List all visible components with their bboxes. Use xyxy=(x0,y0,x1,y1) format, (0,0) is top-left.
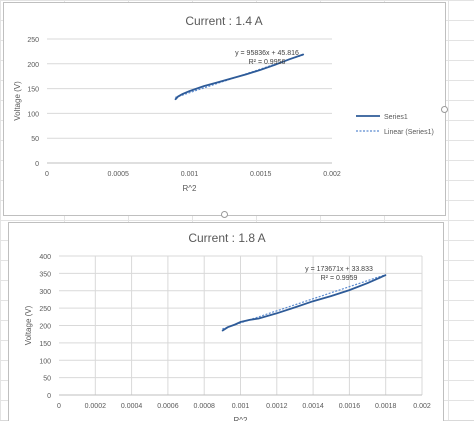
data-point xyxy=(288,58,290,60)
chart-title: Current : 1.4 A xyxy=(185,14,262,28)
resize-handle-right[interactable] xyxy=(441,106,448,113)
chart-current-1-8a[interactable]: Current : 1.8 A 0 50 100 150 200 250 300 350 400 0… xyxy=(8,222,444,421)
y-tick-label: 300 xyxy=(39,289,51,296)
y-tick-label: 150 xyxy=(27,87,39,94)
x-axis-label: R^2 xyxy=(234,416,249,421)
data-point xyxy=(248,319,251,321)
y-tick-label: 250 xyxy=(39,306,51,313)
chart-title: Current : 1.8 A xyxy=(188,231,265,245)
data-point xyxy=(203,85,205,87)
x-tick-label: 0.0005 xyxy=(108,171,130,178)
data-point xyxy=(348,289,350,291)
data-point xyxy=(188,90,191,92)
y-tick-label: 0 xyxy=(35,161,39,168)
x-tick-label: 0.0016 xyxy=(339,403,361,410)
trendline-r-squared: R² = 0.9956 xyxy=(249,59,286,66)
data-point xyxy=(302,53,305,55)
trendline-equation: y = 173671x + 33.833 xyxy=(305,266,373,273)
data-point xyxy=(330,295,332,297)
x-tick-label: 0.0006 xyxy=(157,403,179,410)
data-point xyxy=(239,321,242,323)
data-point xyxy=(258,317,260,320)
chart-current-1-4a[interactable]: Current : 1.4 A 0 50 100 150 200 250 0 0.0005 0.0… xyxy=(3,2,446,216)
chart-1-plot: Current : 1.4 A 0 50 100 150 200 250 0 0.0005 0.0… xyxy=(13,14,434,193)
trendline-equation: y = 95836x + 45.816 xyxy=(235,50,299,57)
data-point xyxy=(221,330,223,332)
chart-2-plot: Current : 1.8 A 0 50 100 150 200 250 300 350 400 0… xyxy=(24,231,431,421)
data-point xyxy=(227,326,229,328)
x-tick-label: 0 xyxy=(57,403,61,410)
legend-label-linear: Linear (Series1) xyxy=(384,129,434,136)
y-tick-label: 250 xyxy=(27,37,39,44)
data-point xyxy=(231,77,233,79)
x-tick-label: 0.0002 xyxy=(85,403,107,410)
y-tick-label: 50 xyxy=(43,376,51,383)
x-tick-label: 0.0014 xyxy=(302,403,324,410)
data-point xyxy=(234,323,236,326)
data-point xyxy=(217,81,219,83)
data-point xyxy=(312,300,314,302)
y-tick-label: 400 xyxy=(39,254,51,261)
y-tick-label: 350 xyxy=(39,271,51,278)
y-axis-label: Voltage (V) xyxy=(13,81,22,121)
y-tick-label: 200 xyxy=(27,62,39,69)
x-axis-label: R^2 xyxy=(183,184,198,193)
y-tick-label: 100 xyxy=(39,358,51,365)
x-tick-label: 0.0012 xyxy=(266,403,288,410)
y-tick-label: 50 xyxy=(31,136,39,143)
x-tick-label: 0.0004 xyxy=(121,403,143,410)
data-point xyxy=(177,95,179,98)
x-tick-label: 0.001 xyxy=(232,403,250,410)
x-tick-label: 0 xyxy=(45,171,49,178)
y-tick-label: 150 xyxy=(39,341,51,348)
data-point xyxy=(245,73,248,75)
data-point xyxy=(276,312,278,314)
resize-handle-bottom[interactable] xyxy=(221,211,228,218)
data-point xyxy=(181,93,183,95)
data-point xyxy=(274,64,276,66)
x-tick-label: 0.002 xyxy=(323,171,341,178)
data-point xyxy=(366,282,369,284)
data-point xyxy=(385,274,387,276)
legend-label-series1: Series1 xyxy=(384,114,408,121)
data-point xyxy=(260,69,262,71)
x-tick-label: 0.0018 xyxy=(375,403,397,410)
y-axis-label: Voltage (V) xyxy=(24,305,33,345)
x-tick-label: 0.001 xyxy=(181,171,199,178)
x-tick-label: 0.0008 xyxy=(193,403,215,410)
y-tick-label: 100 xyxy=(27,111,39,118)
x-tick-label: 0.002 xyxy=(413,403,431,410)
series-line xyxy=(221,274,387,332)
data-point xyxy=(174,98,176,101)
data-point xyxy=(196,88,198,90)
data-point xyxy=(294,306,296,309)
trendline-r-squared: R² = 0.9959 xyxy=(321,275,358,282)
y-tick-label: 0 xyxy=(47,393,51,400)
y-tick-label: 200 xyxy=(39,324,51,331)
x-tick-label: 0.0015 xyxy=(250,171,272,178)
